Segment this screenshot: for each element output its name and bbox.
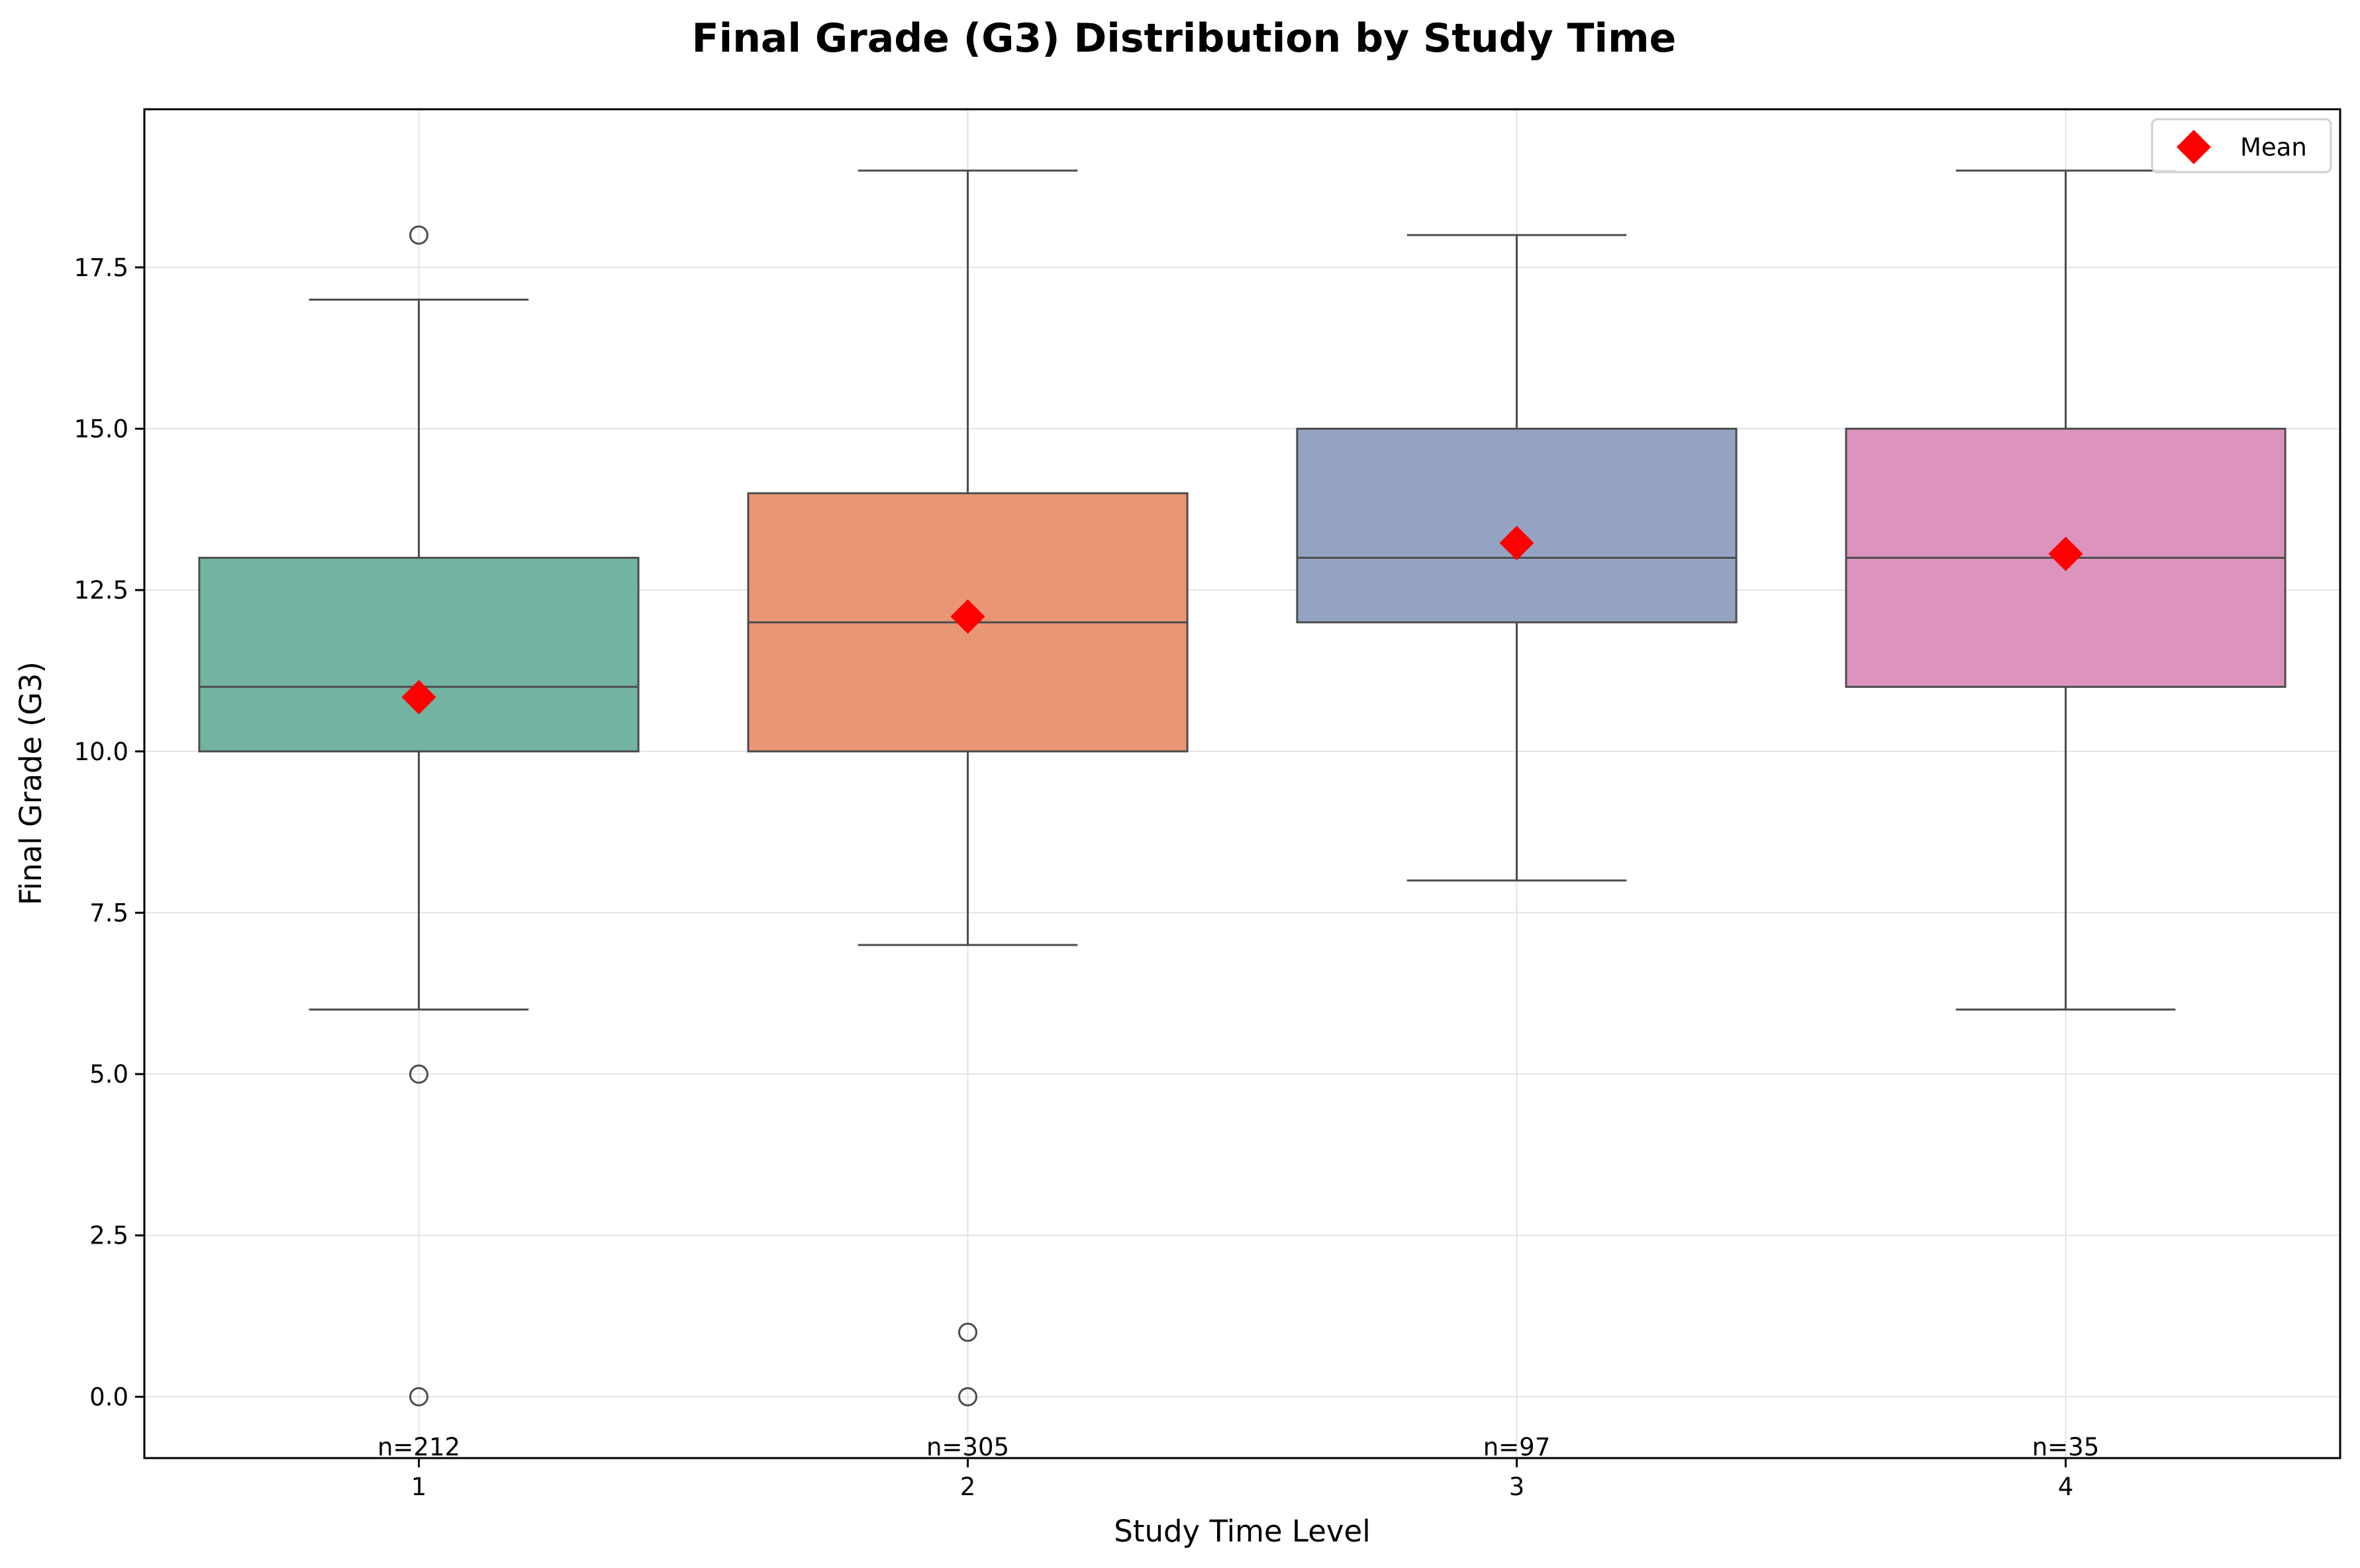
n-label-1: n=212 — [377, 1433, 460, 1461]
legend-mean-diamond-icon — [2177, 130, 2211, 164]
mean-marker — [950, 599, 985, 634]
outlier-point — [958, 1387, 977, 1406]
ticks: 0.0 2.5 5.0 7.5 10.0 12.5 15.0 17.5 1 2 3 4 — [74, 254, 2074, 1501]
plot-frame — [143, 108, 2341, 1459]
iqr-box — [198, 556, 640, 753]
n-label-2: n=305 — [926, 1433, 1009, 1461]
outlier-point — [409, 225, 428, 245]
mean-marker — [1499, 525, 1534, 560]
legend: Mean — [2151, 118, 2332, 173]
x-tick-label: 2 — [960, 1473, 976, 1501]
x-tick-label: 3 — [1509, 1473, 1525, 1501]
y-tick-label: 2.5 — [89, 1222, 128, 1250]
box-group-1 — [198, 225, 640, 1406]
n-label-3: n=97 — [1483, 1433, 1551, 1461]
x-tick-label: 4 — [2058, 1473, 2074, 1501]
y-tick-label: 5.0 — [89, 1060, 128, 1089]
y-tick-label: 12.5 — [74, 576, 128, 605]
y-tick-label: 15.0 — [74, 415, 128, 443]
n-label-4: n=35 — [2032, 1433, 2100, 1461]
y-tick-label: 17.5 — [74, 254, 128, 282]
x-tick-label: 1 — [411, 1473, 427, 1501]
boxes — [198, 170, 2286, 1406]
outlier-point — [958, 1322, 977, 1342]
y-tick-label: 0.0 — [89, 1383, 128, 1411]
chart-title: Final Grade (G3) Distribution by Study T… — [692, 15, 1677, 62]
y-tick-label: 10.0 — [74, 738, 128, 766]
iqr-box — [1296, 427, 1738, 624]
mean-marker — [2048, 536, 2083, 571]
box-group-3 — [1296, 234, 1738, 882]
sample-size-labels: n=212 n=305 n=97 n=35 — [377, 1433, 2099, 1461]
x-axis-label: Study Time Level — [1114, 1514, 1370, 1549]
box-group-4 — [1845, 170, 2286, 1011]
outlier-point — [409, 1064, 428, 1084]
y-axis-label: Final Grade (G3) — [13, 662, 48, 905]
mean-marker — [401, 679, 436, 714]
box-group-2 — [747, 170, 1189, 1406]
y-tick-label: 7.5 — [89, 899, 128, 927]
legend-mean-label: Mean — [2240, 133, 2307, 162]
outlier-point — [409, 1387, 428, 1406]
